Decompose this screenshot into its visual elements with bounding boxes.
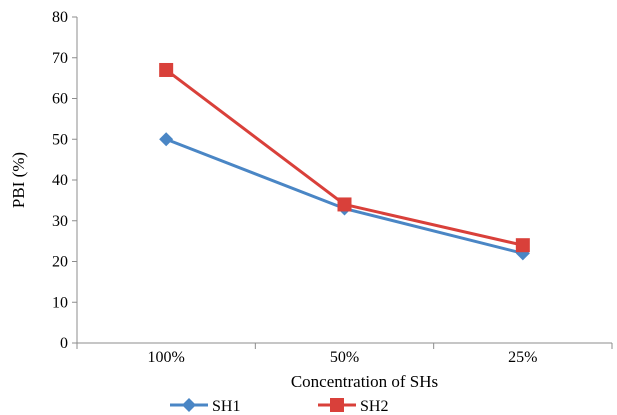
x-tick-label: 50% — [330, 349, 359, 366]
legend-item-sh1: SH1 — [170, 398, 240, 415]
legend: SH1 SH2 — [170, 398, 388, 415]
legend-label: SH2 — [360, 398, 388, 415]
x-axis-title: Concentration of SHs — [291, 372, 438, 391]
series-sh2 — [159, 62, 530, 253]
y-tick-label: 10 — [52, 294, 68, 311]
y-axis-title: PBI (%) — [9, 152, 28, 208]
y-tick-label: 60 — [52, 91, 68, 108]
series-line-sh1 — [165, 137, 524, 255]
data-point-sh1 — [159, 132, 174, 147]
y-tick-label: 40 — [52, 172, 68, 189]
y-tick-label: 0 — [60, 335, 68, 352]
y-tick-label: 20 — [52, 254, 68, 271]
legend-swatch-marker — [330, 398, 344, 412]
legend-item-sh2: SH2 — [318, 398, 388, 415]
y-tick-labels: 0 10 20 30 40 50 60 70 80 — [52, 9, 68, 352]
x-tick-label: 100% — [148, 349, 185, 366]
y-tick-label: 30 — [52, 213, 68, 230]
y-tick-label: 50 — [52, 131, 68, 148]
data-point-sh2 — [337, 197, 352, 212]
series-line-sh2 — [165, 68, 524, 247]
series-sh1 — [159, 132, 530, 261]
y-tick-label: 80 — [52, 9, 68, 26]
x-tick-labels: 100% 50% 25% — [148, 349, 538, 366]
x-tick-label: 25% — [508, 349, 537, 366]
series-layer — [159, 62, 530, 261]
axes — [72, 16, 613, 349]
legend-label: SH1 — [212, 398, 240, 415]
data-point-sh2 — [515, 238, 530, 253]
data-point-sh2 — [159, 62, 174, 77]
y-tick-label: 70 — [52, 50, 68, 67]
legend-swatch-marker — [182, 398, 196, 412]
